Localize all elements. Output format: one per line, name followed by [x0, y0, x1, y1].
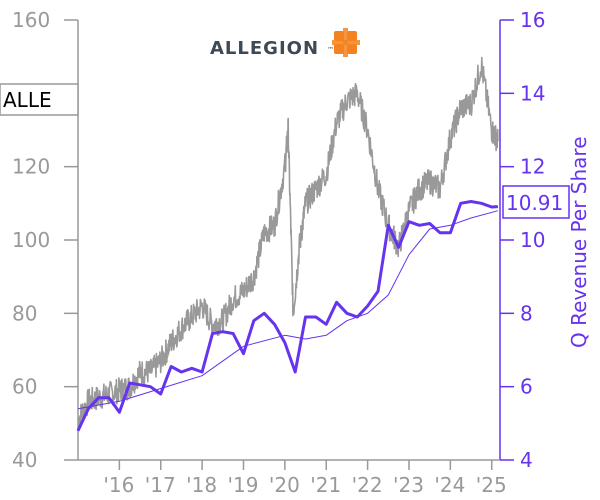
right-tick-label: 8 [520, 301, 533, 325]
left-tick-label: 80 [12, 301, 37, 325]
revenue-trend-line [77, 210, 499, 410]
ticker-label: ALLE [3, 88, 52, 112]
right-tick-label: 6 [520, 375, 533, 399]
x-tick-label: '20 [269, 473, 300, 497]
revenue-line [76, 200, 498, 432]
left-axis: 406080100120140160 [12, 8, 79, 472]
left-tick-label: 40 [12, 448, 37, 472]
right-axis-title: Q Revenue Per Share [567, 136, 591, 348]
right-tick-label: 12 [520, 155, 545, 179]
x-tick-label: '25 [476, 473, 507, 497]
right-tick-label: 4 [520, 448, 533, 472]
x-tick-label: '18 [186, 473, 217, 497]
series-layer [76, 56, 499, 432]
ticker-box-frame [0, 83, 79, 116]
left-tick-label: 160 [12, 8, 50, 32]
current-value-badge: 10.91 [502, 185, 570, 219]
x-tick-label: '21 [310, 473, 341, 497]
left-tick-label: 120 [12, 155, 50, 179]
logo-tm: ™ [327, 46, 334, 54]
ticker-box: ALLE [0, 83, 79, 116]
allegion-logo: ALLEGION ™ [210, 28, 360, 59]
x-axis: '16 '17 '18 '19 '20 '21 '22 '23 '24 '25 [78, 459, 507, 497]
x-tick-label: '17 [145, 473, 176, 497]
left-tick-label: 100 [12, 228, 50, 252]
left-tick-label: 60 [12, 375, 37, 399]
price-line [77, 56, 499, 429]
right-tick-label: 10 [520, 228, 545, 252]
x-tick-label: '24 [434, 473, 465, 497]
right-axis: 4 6 8 10 12 14 16 [499, 8, 545, 472]
logo-text: ALLEGION [210, 38, 319, 59]
x-tick-label: '22 [352, 473, 383, 497]
current-value-label: 10.91 [506, 191, 563, 215]
x-tick-label: '16 [103, 473, 134, 497]
right-tick-label: 16 [520, 8, 545, 32]
right-tick-label: 14 [520, 81, 545, 105]
x-tick-label: '23 [393, 473, 424, 497]
current-value-frame [502, 185, 570, 219]
x-tick-label: '19 [227, 473, 258, 497]
allegion-logo-icon [332, 28, 360, 57]
